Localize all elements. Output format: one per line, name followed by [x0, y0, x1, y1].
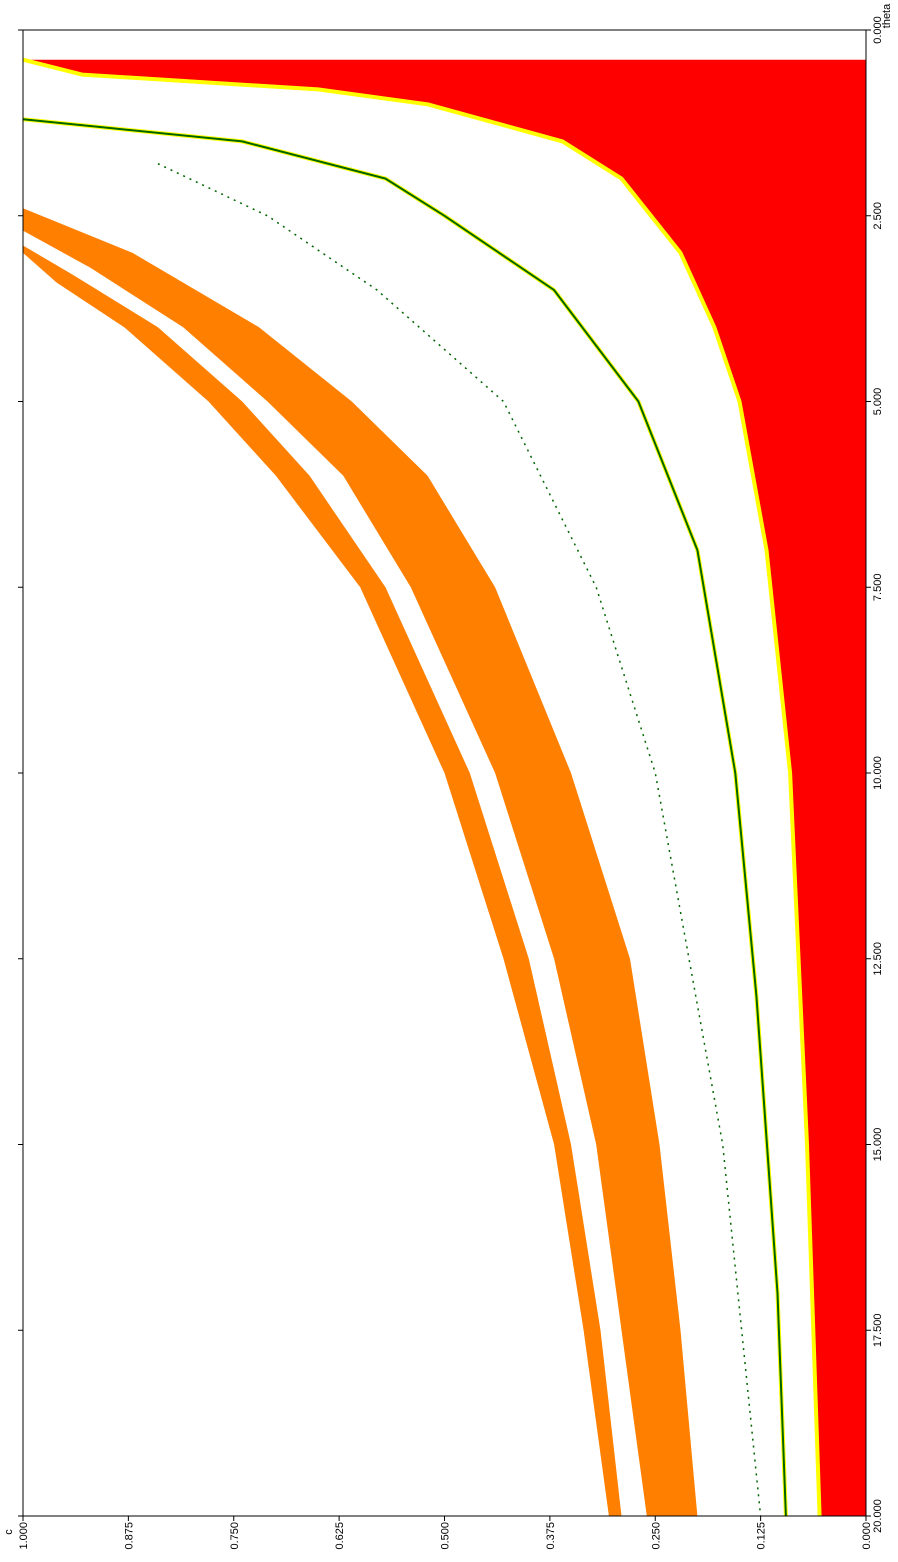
region-1 — [22, 57, 822, 1517]
theta-tick-label-5: 12.500 — [872, 942, 884, 976]
c-tick-label-1: 0.125 — [756, 1522, 768, 1550]
region-4 — [157, 163, 762, 1517]
c-tick-label-2: 0.250 — [650, 1522, 662, 1550]
c-tick-label-0: 0.000 — [861, 1522, 873, 1550]
c-tick-label-4: 0.500 — [440, 1522, 452, 1550]
ticks-layer — [18, 29, 871, 1521]
theta-tick-label-7: 17.500 — [872, 1313, 884, 1347]
c-tick-label-6: 0.750 — [229, 1522, 241, 1550]
c-tick-label-7: 0.875 — [123, 1522, 135, 1550]
c-tick-label-5: 0.625 — [334, 1522, 346, 1550]
tick-labels-layer: 0.000 2.500 5.000 7.500 10.000 12.500 15.000 17… — [18, 16, 884, 1549]
regions-layer — [22, 57, 866, 1517]
theta-tick-label-2: 5.000 — [872, 388, 884, 416]
theta-tick-label-6: 15.000 — [872, 1128, 884, 1162]
theta-tick-label-0: 0.000 — [872, 16, 884, 44]
theta-axis-label: theta — [881, 3, 893, 28]
c-axis-label: c — [3, 1529, 15, 1535]
theta-tick-label-1: 2.500 — [872, 202, 884, 230]
region-0 — [23, 59, 866, 1517]
c-tick-label-8: 1.000 — [18, 1522, 30, 1550]
theta-tick-label-3: 7.500 — [872, 574, 884, 602]
region-5 — [23, 208, 698, 1516]
theta-tick-label-8: 20.000 — [872, 1499, 884, 1533]
theta-tick-label-4: 10.000 — [872, 756, 884, 790]
c-tick-label-3: 0.375 — [545, 1522, 557, 1550]
region-6 — [23, 245, 622, 1516]
region-3 — [22, 118, 787, 1517]
